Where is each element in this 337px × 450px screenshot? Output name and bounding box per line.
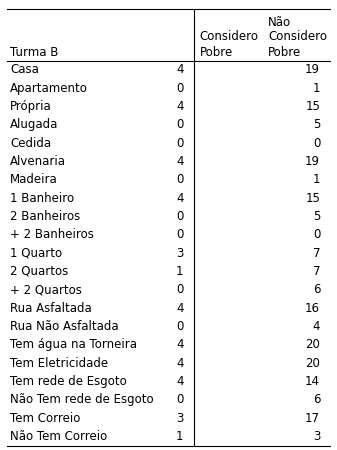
Text: Própria: Própria xyxy=(10,100,52,113)
Text: 15: 15 xyxy=(305,192,320,205)
Text: 4: 4 xyxy=(176,192,184,205)
Text: Tem Eletricidade: Tem Eletricidade xyxy=(10,356,108,369)
Text: 1 Quarto: 1 Quarto xyxy=(10,247,62,260)
Text: 3: 3 xyxy=(176,411,184,424)
Text: 0: 0 xyxy=(176,393,184,406)
Text: 4: 4 xyxy=(176,375,184,388)
Text: + 2 Quartos: + 2 Quartos xyxy=(10,283,82,296)
Text: 17: 17 xyxy=(305,411,320,424)
Text: 6: 6 xyxy=(313,393,320,406)
Text: 0: 0 xyxy=(176,173,184,186)
Text: 0: 0 xyxy=(176,228,184,241)
Text: 6: 6 xyxy=(313,283,320,296)
Text: Rua Não Asfaltada: Rua Não Asfaltada xyxy=(10,320,119,333)
Text: Cedida: Cedida xyxy=(10,137,51,150)
Text: Tem água na Torneira: Tem água na Torneira xyxy=(10,338,137,351)
Text: 4: 4 xyxy=(176,356,184,369)
Text: Madeira: Madeira xyxy=(10,173,58,186)
Text: 1: 1 xyxy=(313,173,320,186)
Text: 0: 0 xyxy=(176,283,184,296)
Text: 7: 7 xyxy=(313,265,320,278)
Text: 4: 4 xyxy=(313,320,320,333)
Text: 4: 4 xyxy=(176,338,184,351)
Text: 15: 15 xyxy=(305,100,320,113)
Text: 0: 0 xyxy=(176,137,184,150)
Text: Alvenaria: Alvenaria xyxy=(10,155,66,168)
Text: 7: 7 xyxy=(313,247,320,260)
Text: 0: 0 xyxy=(313,137,320,150)
Text: Alugada: Alugada xyxy=(10,118,59,131)
Text: 1: 1 xyxy=(176,430,184,443)
Text: 3: 3 xyxy=(176,247,184,260)
Text: 20: 20 xyxy=(305,338,320,351)
Text: + 2 Banheiros: + 2 Banheiros xyxy=(10,228,94,241)
Text: 2 Quartos: 2 Quartos xyxy=(10,265,68,278)
Text: Turma B: Turma B xyxy=(10,45,59,58)
Text: 5: 5 xyxy=(313,118,320,131)
Text: 4: 4 xyxy=(176,302,184,315)
Text: 1 Banheiro: 1 Banheiro xyxy=(10,192,74,205)
Text: 2 Banheiros: 2 Banheiros xyxy=(10,210,80,223)
Text: 4: 4 xyxy=(176,100,184,113)
Text: 0: 0 xyxy=(176,210,184,223)
Text: 0: 0 xyxy=(176,118,184,131)
Text: 1: 1 xyxy=(176,265,184,278)
Text: 0: 0 xyxy=(313,228,320,241)
Text: 4: 4 xyxy=(176,63,184,76)
Text: 20: 20 xyxy=(305,356,320,369)
Text: Não
Considero
Pobre: Não Considero Pobre xyxy=(268,15,327,58)
Text: 4: 4 xyxy=(176,155,184,168)
Text: Não Tem rede de Esgoto: Não Tem rede de Esgoto xyxy=(10,393,154,406)
Text: 1: 1 xyxy=(313,82,320,95)
Text: 14: 14 xyxy=(305,375,320,388)
Text: Tem Correio: Tem Correio xyxy=(10,411,81,424)
Text: Não Tem Correio: Não Tem Correio xyxy=(10,430,108,443)
Text: 19: 19 xyxy=(305,155,320,168)
Text: Apartamento: Apartamento xyxy=(10,82,88,95)
Text: Casa: Casa xyxy=(10,63,39,76)
Text: 0: 0 xyxy=(176,320,184,333)
Text: Rua Asfaltada: Rua Asfaltada xyxy=(10,302,92,315)
Text: 16: 16 xyxy=(305,302,320,315)
Text: 0: 0 xyxy=(176,82,184,95)
Text: 19: 19 xyxy=(305,63,320,76)
Text: 5: 5 xyxy=(313,210,320,223)
Text: Considero
Pobre: Considero Pobre xyxy=(200,31,259,58)
Text: Tem rede de Esgoto: Tem rede de Esgoto xyxy=(10,375,127,388)
Text: 3: 3 xyxy=(313,430,320,443)
